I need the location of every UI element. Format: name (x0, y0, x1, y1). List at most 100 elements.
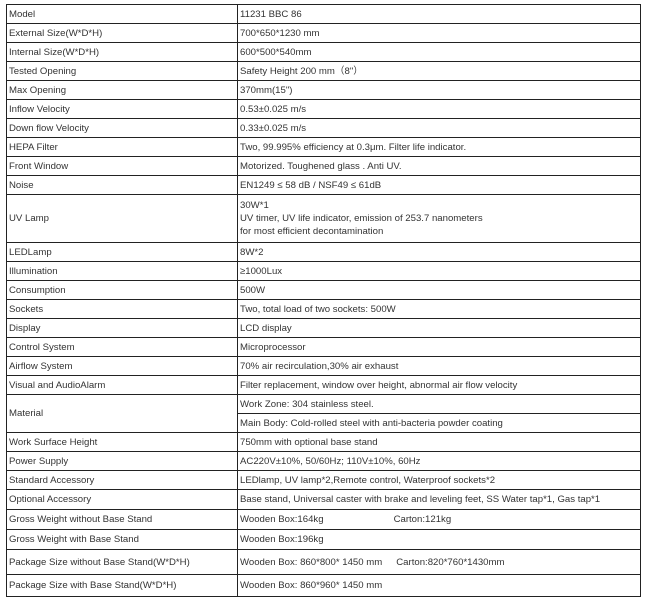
spec-value-line: 370mm(15") (240, 84, 293, 96)
spec-value-line: for most efficient decontamination (240, 226, 384, 237)
spec-row-package-size-without-base-stand-w-d-h: Package Size without Base Stand(W*D*H) Wo… (6, 549, 641, 575)
spec-value: EN1249 ≤ 58 dB / NSF49 ≤ 61dB (237, 175, 641, 195)
spec-row-consumption: Consumption 500W (6, 280, 641, 300)
spec-label: Inflow Velocity (6, 99, 238, 119)
spec-value: 750mm with optional base stand (237, 432, 641, 452)
spec-label: Model (6, 4, 238, 24)
spec-label: Noise (6, 175, 238, 195)
spec-value: Wooden Box: 860*960* 1450 mm (237, 574, 641, 597)
spec-value: LEDlamp, UV lamp*2,Remote control, Water… (237, 470, 641, 490)
spec-label: Front Window (6, 156, 238, 176)
spec-label: Airflow System (6, 356, 238, 376)
spec-value-line: Filter replacement, window over height, … (240, 379, 518, 391)
spec-label: Down flow Velocity (6, 118, 238, 138)
spec-label: Display (6, 318, 238, 338)
spec-value-line: LEDlamp, UV lamp*2,Remote control, Water… (240, 474, 496, 486)
spec-row-power-supply: Power Supply AC220V±10%, 50/60Hz; 110V±10… (6, 451, 641, 471)
spec-value-line: 8W*2 (240, 246, 264, 258)
spec-value: Two, 99.995% efficiency at 0.3μm. Filter… (237, 137, 641, 157)
spec-row-sockets: Sockets Two, total load of two sockets: 5… (6, 299, 641, 319)
spec-label: Work Surface Height (6, 432, 238, 452)
spec-label: Sockets (6, 299, 238, 319)
spec-label: Illumination (6, 261, 238, 281)
spec-row-package-size-with-base-stand-w-d-h: Package Size with Base Stand(W*D*H) Woode… (6, 574, 641, 597)
spec-value: Main Body: Cold-rolled steel with anti-b… (237, 413, 641, 433)
spec-row-control-system: Control System Microprocessor (6, 337, 641, 357)
spec-value-line: 11231 BBC 86 (240, 8, 302, 20)
spec-value: 70% air recirculation,30% air exhaust (237, 356, 641, 376)
spec-value-line: Wooden Box: 860*960* 1450 mm (240, 580, 383, 591)
spec-value-line: 700*650*1230 mm (240, 27, 320, 39)
spec-row-airflow-system: Airflow System 70% air recirculation,30% … (6, 356, 641, 376)
spec-value: 700*650*1230 mm (237, 23, 641, 43)
spec-table: Model 11231 BBC 86 External Size(W*D*H) 700… (6, 4, 641, 597)
spec-value-line: Two, total load of two sockets: 500W (240, 303, 396, 315)
spec-value-line: EN1249 ≤ 58 dB / NSF49 ≤ 61dB (240, 179, 382, 191)
spec-value-line: UV timer, UV life indicator, emission of… (240, 213, 483, 224)
spec-label: Material (6, 394, 238, 433)
spec-row-inflow-velocity: Inflow Velocity 0.53±0.025 m/s (6, 99, 641, 119)
spec-label: Gross Weight with Base Stand (6, 529, 238, 550)
spec-row-down-flow-velocity: Down flow Velocity 0.33±0.025 m/s (6, 118, 641, 138)
spec-value-line: Safety Height 200 mm（8"） (240, 65, 363, 77)
spec-label: HEPA Filter (6, 137, 238, 157)
spec-value-line: Motorized. Toughened glass . Anti UV. (240, 160, 402, 172)
spec-value-line: AC220V±10%, 50/60Hz; 110V±10%, 60Hz (240, 455, 421, 467)
spec-label: Internal Size(W*D*H) (6, 42, 238, 62)
spec-value-line: LCD display (240, 322, 292, 334)
spec-label: LEDLamp (6, 242, 238, 262)
spec-row-uv-lamp: UV Lamp 30W*1 UV timer, UV life indicator,… (6, 194, 641, 243)
spec-row-work-surface-height: Work Surface Height 750mm with optional b… (6, 432, 641, 452)
spec-row-visual-and-audioalarm: Visual and AudioAlarm Filter replacement,… (6, 375, 641, 395)
spec-row-illumination: Illumination ≥1000Lux (6, 261, 641, 281)
spec-value-line: 0.53±0.025 m/s (240, 103, 307, 115)
spec-value: Wooden Box: 860*800* 1450 mm Carton:820*7… (237, 549, 641, 575)
spec-value-line: 70% air recirculation,30% air exhaust (240, 360, 399, 372)
spec-value: 500W (237, 280, 641, 300)
spec-value: 370mm(15") (237, 80, 641, 100)
spec-row-gross-weight-with-base-stand: Gross Weight with Base Stand Wooden Box:1… (6, 529, 641, 550)
spec-value: Microprocessor (237, 337, 641, 357)
spec-value: Wooden Box:196kg (237, 529, 641, 550)
spec-value: 8W*2 (237, 242, 641, 262)
spec-row-material: Material Work Zone: 304 stainless steel. (6, 394, 641, 433)
spec-value-line: Microprocessor (240, 341, 306, 353)
spec-value: Safety Height 200 mm（8"） (237, 61, 641, 81)
spec-label: Consumption (6, 280, 238, 300)
spec-row-model: Model 11231 BBC 86 (6, 4, 641, 24)
spec-value-part: Wooden Box:164kg (240, 514, 324, 525)
spec-label: Package Size with Base Stand(W*D*H) (6, 574, 238, 597)
spec-value: Base stand, Universal caster with brake … (237, 489, 641, 510)
spec-value: Two, total load of two sockets: 500W (237, 299, 641, 319)
spec-value-line: 500W (240, 284, 266, 296)
spec-value-line: 600*500*540mm (240, 46, 312, 58)
spec-label: External Size(W*D*H) (6, 23, 238, 43)
spec-row-noise: Noise EN1249 ≤ 58 dB / NSF49 ≤ 61dB (6, 175, 641, 195)
spec-label: Package Size without Base Stand(W*D*H) (6, 549, 238, 575)
spec-row-display: Display LCD display (6, 318, 641, 338)
spec-value-line: Two, 99.995% efficiency at 0.3μm. Filter… (240, 141, 467, 153)
spec-value-part: Wooden Box: 860*800* 1450 mm (240, 556, 383, 568)
spec-value: 0.33±0.025 m/s (237, 118, 641, 138)
spec-value: Motorized. Toughened glass . Anti UV. (237, 156, 641, 176)
spec-value: AC220V±10%, 50/60Hz; 110V±10%, 60Hz (237, 451, 641, 471)
spec-row-internal-size-w-d-h: Internal Size(W*D*H) 600*500*540mm (6, 42, 641, 62)
spec-value-line: ≥1000Lux (240, 265, 283, 277)
spec-row-optional-accessory: Optional Accessory Base stand, Universal … (6, 489, 641, 510)
spec-value-part: Carton:121kg (393, 514, 452, 525)
spec-row-external-size-w-d-h: External Size(W*D*H) 700*650*1230 mm (6, 23, 641, 43)
spec-label: Control System (6, 337, 238, 357)
spec-row-max-opening: Max Opening 370mm(15") (6, 80, 641, 100)
spec-value-line: Base stand, Universal caster with brake … (240, 494, 601, 505)
spec-label: Gross Weight without Base Stand (6, 509, 238, 530)
spec-label: UV Lamp (6, 194, 238, 243)
spec-value: Wooden Box:164kg Carton:121kg (237, 509, 641, 530)
spec-row-hepa-filter: HEPA Filter Two, 99.995% efficiency at 0.… (6, 137, 641, 157)
spec-label: Standard Accessory (6, 470, 238, 490)
spec-label: Max Opening (6, 80, 238, 100)
spec-row-front-window: Front Window Motorized. Toughened glass .… (6, 156, 641, 176)
spec-value: 0.53±0.025 m/s (237, 99, 641, 119)
spec-label: Optional Accessory (6, 489, 238, 510)
spec-row-gross-weight-without-base-stand: Gross Weight without Base Stand Wooden Bo… (6, 509, 641, 530)
spec-row-tested-opening: Tested Opening Safety Height 200 mm（8"） (6, 61, 641, 81)
